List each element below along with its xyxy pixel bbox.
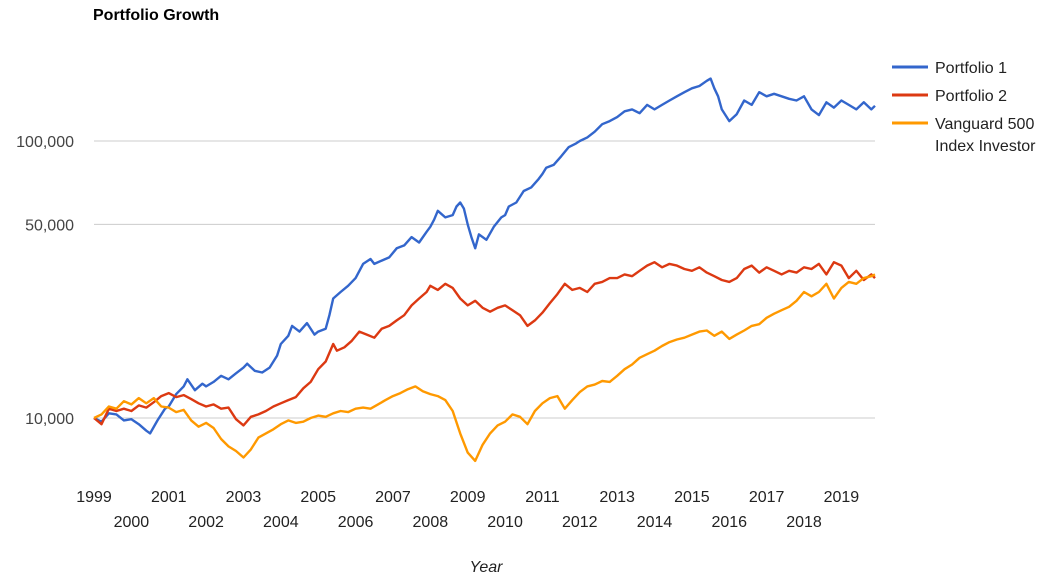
x-tick-label: 2002: [188, 514, 224, 531]
x-tick-label: 2003: [226, 489, 262, 506]
series-layer: [93, 77, 876, 463]
series-line-2: [93, 261, 876, 427]
x-tick-label: 2015: [674, 489, 710, 506]
x-axis-title: Year: [470, 559, 504, 576]
x-tick-label: 2017: [749, 489, 785, 506]
y-axis-ticks: 10,000 50,000 100,000: [16, 134, 74, 428]
x-tick-label: 2018: [786, 514, 822, 531]
series-line-1: [93, 77, 876, 435]
x-tick-label: 2014: [637, 514, 673, 531]
x-tick-label: 2011: [525, 489, 560, 506]
y-tick-label: 100,000: [16, 134, 74, 151]
series-line-3: [93, 273, 876, 463]
y-tick-label: 50,000: [25, 217, 74, 234]
x-tick-label: 1999: [76, 489, 112, 506]
legend[interactable]: Portfolio 1 Portfolio 2 Vanguard 500 Index …: [892, 60, 1036, 155]
legend-item-1[interactable]: Portfolio 1: [892, 60, 1007, 77]
x-tick-label: 2008: [413, 514, 449, 531]
legend-label: Portfolio 1: [935, 60, 1007, 77]
x-axis-ticks: 1999200020012002200320042005200620072008…: [76, 489, 859, 531]
x-tick-label: 2001: [151, 489, 187, 506]
x-tick-label: 2006: [338, 514, 374, 531]
x-tick-label: 2019: [824, 489, 860, 506]
legend-item-3[interactable]: Vanguard 500 Index Investor: [892, 116, 1036, 155]
legend-item-2[interactable]: Portfolio 2: [892, 88, 1007, 105]
chart-title: Portfolio Growth: [93, 7, 220, 24]
x-tick-label: 2004: [263, 514, 299, 531]
x-tick-label: 2016: [711, 514, 747, 531]
x-tick-label: 2000: [114, 514, 150, 531]
y-tick-label: 10,000: [25, 411, 74, 428]
x-tick-label: 2007: [375, 489, 411, 506]
x-tick-label: 2009: [450, 489, 486, 506]
legend-label: Portfolio 2: [935, 88, 1007, 105]
x-tick-label: 2005: [300, 489, 336, 506]
x-tick-label: 2013: [599, 489, 635, 506]
x-tick-label: 2012: [562, 514, 598, 531]
grid-layer: [94, 140, 875, 419]
x-tick-label: 2010: [487, 514, 523, 531]
legend-label: Vanguard 500 Index Investor: [935, 116, 1036, 155]
